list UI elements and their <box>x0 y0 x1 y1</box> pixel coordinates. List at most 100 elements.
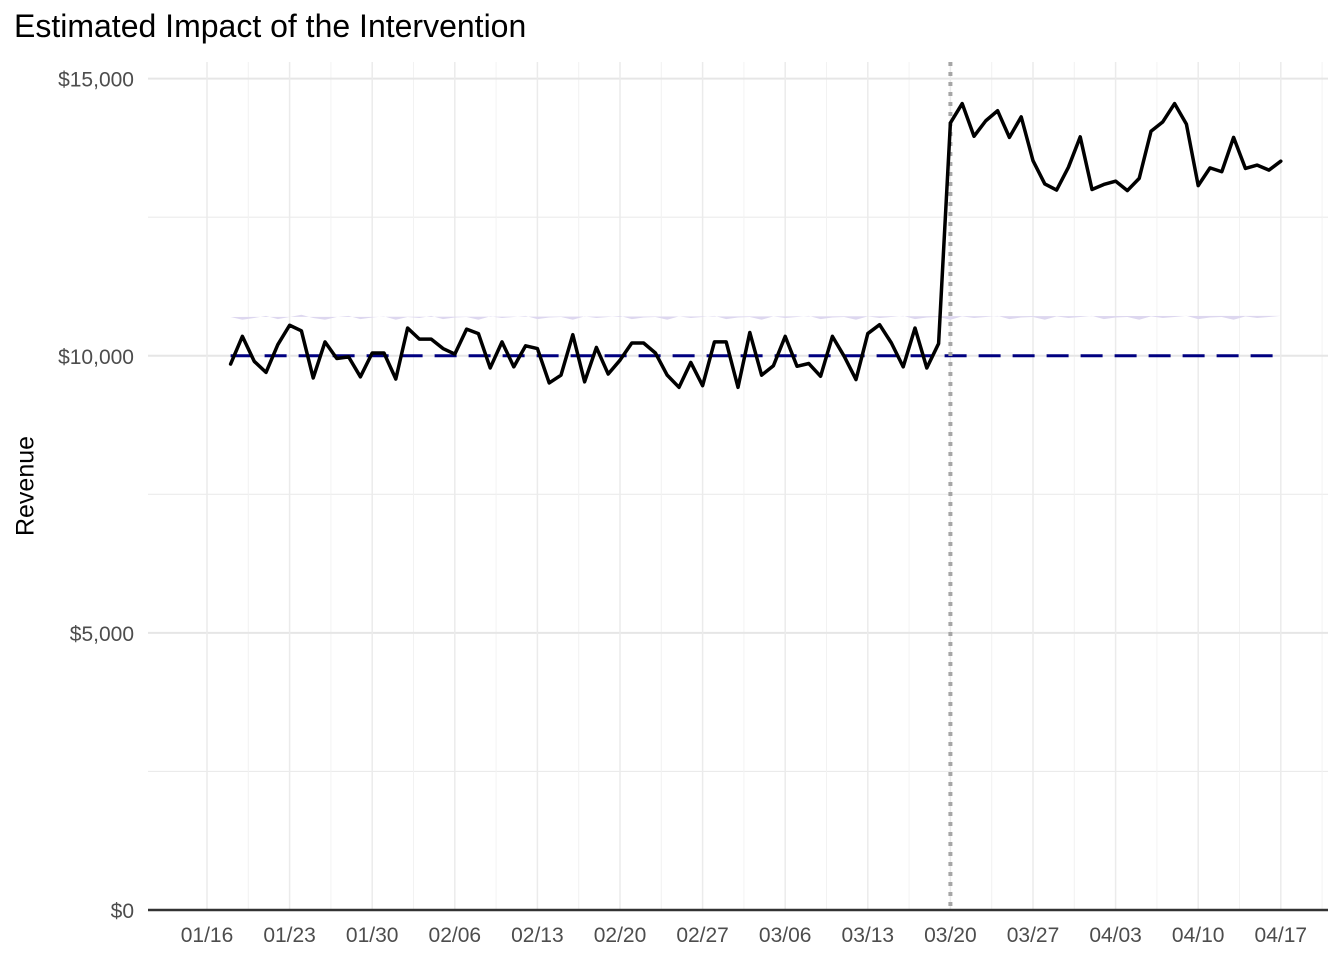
data-point <box>748 331 751 334</box>
data-point <box>347 355 350 359</box>
data-point <box>618 358 622 362</box>
data-point <box>937 342 940 345</box>
data-point <box>359 375 362 379</box>
x-tick-label: 01/16 <box>181 924 234 947</box>
data-point <box>536 347 539 350</box>
data-point <box>902 365 905 369</box>
data-point <box>984 119 987 122</box>
confidence-band <box>230 314 1281 320</box>
data-point <box>1244 167 1247 170</box>
data-point <box>559 373 563 377</box>
x-tick-label: 04/17 <box>1255 924 1308 947</box>
data-point <box>288 324 291 327</box>
data-point <box>312 376 315 380</box>
data-point <box>489 366 492 370</box>
x-tick-label: 02/27 <box>676 924 729 947</box>
data-point <box>701 384 704 387</box>
data-point <box>677 386 681 389</box>
grid-layer <box>148 62 1328 911</box>
data-point <box>1197 184 1200 187</box>
data-point <box>854 378 858 381</box>
data-point <box>1185 122 1188 126</box>
data-point <box>1161 120 1165 124</box>
data-point <box>925 366 928 370</box>
data-point <box>913 326 917 330</box>
x-tick-label: 02/06 <box>429 924 482 947</box>
data-point <box>1067 166 1070 169</box>
y-tick-label: $10,000 <box>58 346 134 369</box>
data-point <box>571 333 574 336</box>
data-point <box>453 352 456 356</box>
x-tick-label: 03/27 <box>1007 924 1060 947</box>
data-point <box>831 335 834 338</box>
x-tick-label: 02/20 <box>594 924 647 947</box>
data-point <box>253 360 256 363</box>
data-point <box>1114 179 1117 183</box>
data-point <box>276 343 279 346</box>
data-point <box>1256 163 1259 167</box>
data-point <box>548 381 551 385</box>
data-point <box>843 355 846 358</box>
data-point <box>736 386 740 389</box>
data-point <box>512 365 515 369</box>
data-point <box>1208 166 1212 170</box>
data-point <box>382 351 386 355</box>
data-point <box>430 337 433 341</box>
data-point <box>890 341 893 345</box>
data-point <box>441 347 445 350</box>
y-tick-label: $5,000 <box>70 623 134 646</box>
data-point <box>1090 188 1094 191</box>
band-layer <box>230 314 1281 320</box>
data-point <box>1055 188 1058 192</box>
data-point <box>689 361 692 364</box>
data-point <box>394 377 397 381</box>
data-point <box>1232 136 1235 139</box>
data-point <box>241 335 244 338</box>
chart-title: Estimated Impact of the Intervention <box>14 8 527 44</box>
data-point <box>335 357 338 360</box>
data-point <box>784 335 787 338</box>
data-point <box>1279 160 1283 163</box>
data-point <box>264 371 268 374</box>
data-point <box>524 344 527 347</box>
data-point <box>760 373 763 377</box>
x-tick-label: 02/13 <box>511 924 564 947</box>
data-point <box>1102 183 1106 186</box>
data-point <box>500 340 504 344</box>
data-point <box>807 362 810 365</box>
x-tick-label: 03/06 <box>759 924 812 947</box>
data-point <box>1008 136 1011 139</box>
data-point <box>323 340 327 344</box>
data-point <box>1079 135 1082 139</box>
data-point <box>819 375 822 378</box>
data-point <box>371 351 374 355</box>
x-tick-label: 03/13 <box>842 924 895 947</box>
data-point <box>878 323 881 326</box>
data-point <box>654 351 657 355</box>
data-point <box>1126 189 1129 192</box>
data-point <box>1220 170 1224 173</box>
data-point <box>642 341 645 345</box>
data-point <box>595 346 598 349</box>
y-tick-label: $0 <box>111 900 134 923</box>
data-point <box>772 364 775 367</box>
data-point <box>229 362 232 366</box>
data-point <box>725 340 728 344</box>
data-point <box>866 332 869 335</box>
x-tick-label: 04/10 <box>1172 924 1225 947</box>
data-point <box>1149 130 1153 133</box>
y-tick-label: $15,000 <box>58 69 134 92</box>
data-point <box>1173 102 1176 105</box>
data-point <box>1138 177 1141 180</box>
data-point <box>972 135 976 138</box>
data-point <box>418 337 421 341</box>
data-point <box>406 326 409 330</box>
data-point <box>666 373 669 377</box>
series-layer <box>228 101 1283 390</box>
x-tick-label: 01/30 <box>346 924 399 947</box>
data-point <box>795 365 799 368</box>
data-point <box>949 121 952 125</box>
data-point <box>607 372 610 376</box>
